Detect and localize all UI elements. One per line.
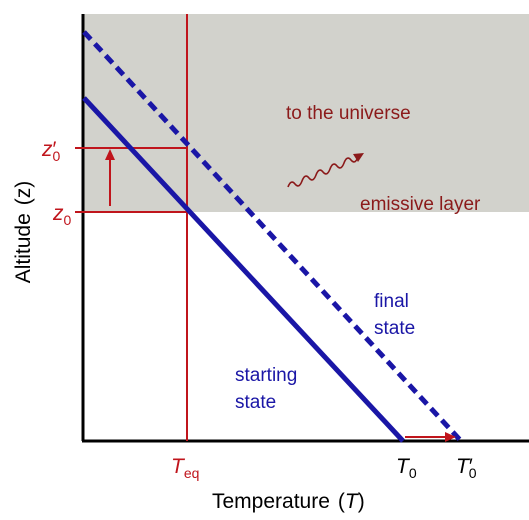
teq-base: T [171,455,186,478]
y-axis-title-symbol: (z) [12,181,35,206]
starting-state-label-line1: starting [235,365,297,386]
t0-prime-base: T [456,455,471,478]
z0-base: z [52,202,64,225]
x-axis-title-open: ( [338,490,345,513]
z0-prime-mark: ′ [53,138,57,161]
z0-prime-base: z [41,138,53,161]
t0-base: T [396,455,411,478]
x-axis-title-symbol: T [345,490,360,513]
radiation-arrow-head [353,153,364,162]
to-the-universe-label: to the universe [286,103,411,124]
z0-sub: 0 [64,212,72,228]
t0-prime-label: T′0 [456,455,477,481]
altitude-shift-arrow-head [105,149,115,160]
final-state-line [82,30,463,443]
temperature-shift-arrow-head [445,432,456,442]
y-axis-title-group: Altitude (z) [12,181,35,284]
final-state-label-line1: final [374,291,409,312]
t0-sub: 0 [409,465,417,481]
y-axis-title: Altitude (z) [12,181,35,284]
y-axis-title-word: Altitude [12,213,35,283]
x-axis-title-word: Temperature [212,490,330,513]
teq-sub: eq [184,465,200,481]
teq-label: Teq [171,455,199,481]
t0-prime-mark: ′ [469,455,473,478]
emissive-layer-label: emissive layer [360,194,481,215]
z0-prime-label: z′0 [41,138,60,164]
starting-state-label-line2: state [235,392,276,413]
t0-prime-sub: 0 [469,465,477,481]
final-state-label-line2: state [374,318,415,339]
starting-state-line [82,96,405,443]
x-axis-title-close: ) [358,490,365,513]
x-axis-title: Temperature (T) [212,490,365,513]
z0-label: z0 [52,202,72,228]
t0-label: T0 [396,455,417,481]
radiation-wave-icon [287,156,359,188]
z0-prime-sub: 0 [52,148,60,164]
